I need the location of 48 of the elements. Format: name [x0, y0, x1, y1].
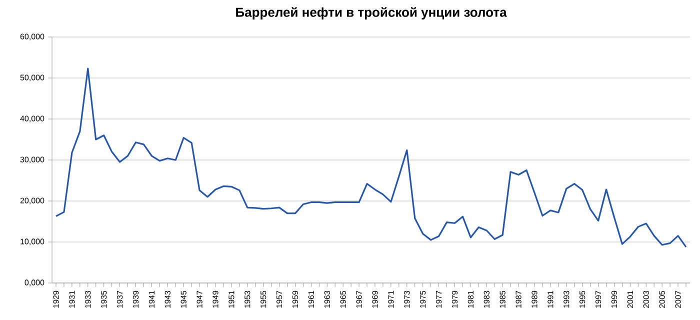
x-tick-label: 1983 [484, 290, 490, 308]
x-tick-label: 1977 [436, 290, 442, 308]
x-tick-label: 1993 [564, 290, 570, 308]
x-tick-label: 1941 [148, 290, 155, 308]
x-tick-label: 1953 [244, 290, 250, 308]
x-tick-label: 1959 [292, 290, 298, 308]
x-tick-label: 1931 [69, 290, 75, 308]
y-tick-label: 10,000 [20, 238, 44, 246]
y-tick-label: 40,000 [20, 116, 44, 122]
y-tick-label: 30,000 [20, 156, 44, 164]
x-tick-label: 1951 [228, 290, 234, 308]
x-tick-label: 1967 [356, 290, 362, 308]
chart-title: Баррелей нефти в тройской унции золота [236, 7, 507, 20]
x-tick-label: 2005 [659, 290, 665, 308]
x-tick-label: 1999 [611, 290, 618, 308]
y-tick-label: 60,000 [20, 34, 44, 40]
y-tick-label: 20,000 [20, 198, 44, 204]
x-tick-label: 1981 [468, 290, 474, 308]
x-tick-label: 2003 [643, 290, 649, 308]
x-tick-label: 1985 [500, 290, 506, 308]
x-tick-label: 1975 [420, 290, 426, 308]
x-tick-label: 1969 [372, 290, 378, 308]
x-tick-label: 1933 [85, 290, 91, 308]
x-tick-label: 1991 [548, 290, 554, 308]
x-tick-label: 1939 [132, 290, 139, 308]
x-tick-label: 1949 [212, 290, 218, 308]
x-tick-label: 1929 [53, 290, 59, 308]
x-tick-label: 1961 [308, 290, 314, 308]
x-tick-label: 1947 [196, 290, 202, 308]
x-tick-label: 1937 [116, 290, 123, 308]
x-tick-label: 1955 [260, 290, 266, 308]
x-tick-label: 2001 [627, 290, 634, 308]
x-tick-label: 1971 [388, 290, 394, 308]
x-tick-label: 1995 [580, 290, 586, 308]
y-tick-label: 0,000 [24, 280, 44, 286]
x-tick-label: 1963 [324, 290, 330, 308]
x-tick-label: 1935 [101, 290, 107, 308]
x-tick-label: 1943 [164, 290, 170, 308]
x-tick-label: 1965 [340, 290, 346, 308]
x-tick-label: 1973 [404, 290, 410, 308]
y-tick-label: 50,000 [20, 74, 44, 82]
x-tick-label: 1957 [276, 290, 282, 308]
x-tick-label: 1997 [595, 290, 602, 308]
x-tick-label: 1979 [452, 290, 458, 308]
x-tick-label: 2007 [675, 290, 681, 308]
x-tick-label: 1945 [180, 290, 186, 308]
x-tick-label: 1987 [516, 290, 522, 308]
x-tick-label: 1989 [532, 290, 538, 308]
